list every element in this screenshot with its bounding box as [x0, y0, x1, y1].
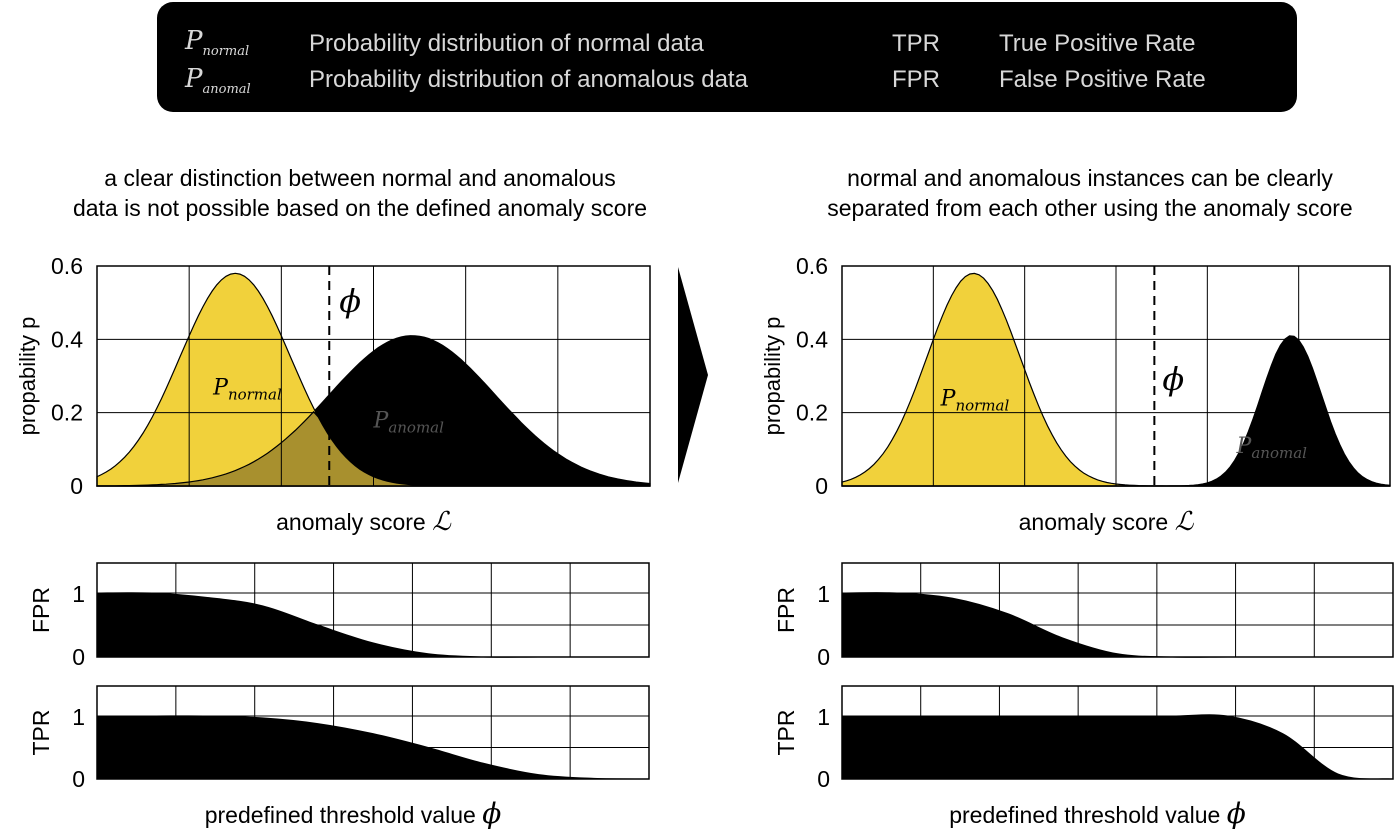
- right-fpr-ytick-0: 0: [817, 644, 830, 670]
- left-fpr-plot: 1 0 FPR: [28, 562, 650, 670]
- left-tpr-ytick-0: 0: [72, 766, 85, 792]
- left-threshold-xlabel: predefined threshold value ϕ: [205, 797, 502, 830]
- left-fpr-frame: [96, 562, 650, 658]
- left-tpr-frame: [96, 685, 650, 780]
- transition-arrow-icon: [678, 267, 708, 483]
- right-tpr-ylabel: TPR: [773, 710, 799, 756]
- right-tpr-area: [841, 714, 1394, 780]
- legend-text-p-anomal: Probability distribution of anomalous da…: [309, 66, 748, 93]
- right-fpr-plot: 1 0 FPR: [773, 562, 1394, 670]
- left-tpr-plot: 1 0 TPR predefined threshold value ϕ: [28, 685, 650, 830]
- left-tpr-ylabel: TPR: [28, 710, 54, 756]
- right-tpr-frame: [841, 685, 1394, 780]
- left-density-ylabel: propability p: [15, 317, 40, 436]
- right-tpr-ytick-1: 1: [817, 704, 830, 730]
- left-caption-line1: a clear distinction between normal and a…: [104, 165, 616, 191]
- left-caption-line2: data is not possible based on the define…: [72, 195, 648, 221]
- right-caption-line2: separated from each other using the anom…: [827, 195, 1353, 221]
- legend-box: Pnormal Probability distribution of norm…: [157, 2, 1297, 112]
- left-threshold-phi: ϕ: [339, 282, 361, 320]
- right-density-ytick: 0.6: [796, 253, 828, 279]
- right-density-ylabel: propability p: [760, 317, 785, 436]
- right-tpr-plot: 1 0 TPR predefined threshold value ϕ: [773, 685, 1394, 830]
- legend-symbol-p-normal: Pnormal: [185, 26, 250, 60]
- left-density-xlabel: anomaly score ℒ: [276, 507, 452, 537]
- right-density-ytick: 0.2: [796, 400, 828, 426]
- legend-text-fpr: False Positive Rate: [999, 66, 1206, 93]
- left-fpr-ytick-1: 1: [72, 581, 85, 607]
- legend-symbol-tpr: TPR: [892, 30, 940, 57]
- right-density-ytick: 0: [815, 473, 828, 499]
- right-fpr-frame: [841, 562, 1394, 658]
- right-fpr-ylabel: FPR: [773, 587, 799, 633]
- legend-text-tpr: True Positive Rate: [999, 30, 1196, 57]
- legend-symbol-p-anomal: Panomal: [185, 64, 251, 98]
- left-density-ytick: 0.6: [51, 253, 83, 279]
- left-caption: a clear distinction between normal and a…: [0, 163, 720, 223]
- left-fpr-ylabel: FPR: [28, 587, 54, 633]
- right-threshold-xlabel: predefined threshold value ϕ: [949, 797, 1246, 830]
- left-density-frame: [96, 265, 651, 487]
- right-caption: normal and anomalous instances can be cl…: [745, 163, 1400, 223]
- right-caption-line1: normal and anomalous instances can be cl…: [847, 165, 1333, 191]
- right-threshold-phi: ϕ: [1162, 360, 1184, 398]
- left-fpr-ytick-0: 0: [72, 644, 85, 670]
- right-density-xlabel: anomaly score ℒ: [1019, 507, 1195, 537]
- left-tpr-ytick-1: 1: [72, 704, 85, 730]
- left-density-ytick: 0.4: [51, 326, 83, 352]
- right-fpr-ytick-1: 1: [817, 581, 830, 607]
- right-density-ytick: 0.4: [796, 326, 828, 352]
- legend-symbol-fpr: FPR: [892, 66, 940, 93]
- left-density-ytick: 0.2: [51, 400, 83, 426]
- legend-text-p-normal: Probability distribution of normal data: [309, 30, 704, 57]
- left-density-ytick: 0: [70, 473, 83, 499]
- right-density-frame: [841, 265, 1391, 487]
- right-tpr-ytick-0: 0: [817, 766, 830, 792]
